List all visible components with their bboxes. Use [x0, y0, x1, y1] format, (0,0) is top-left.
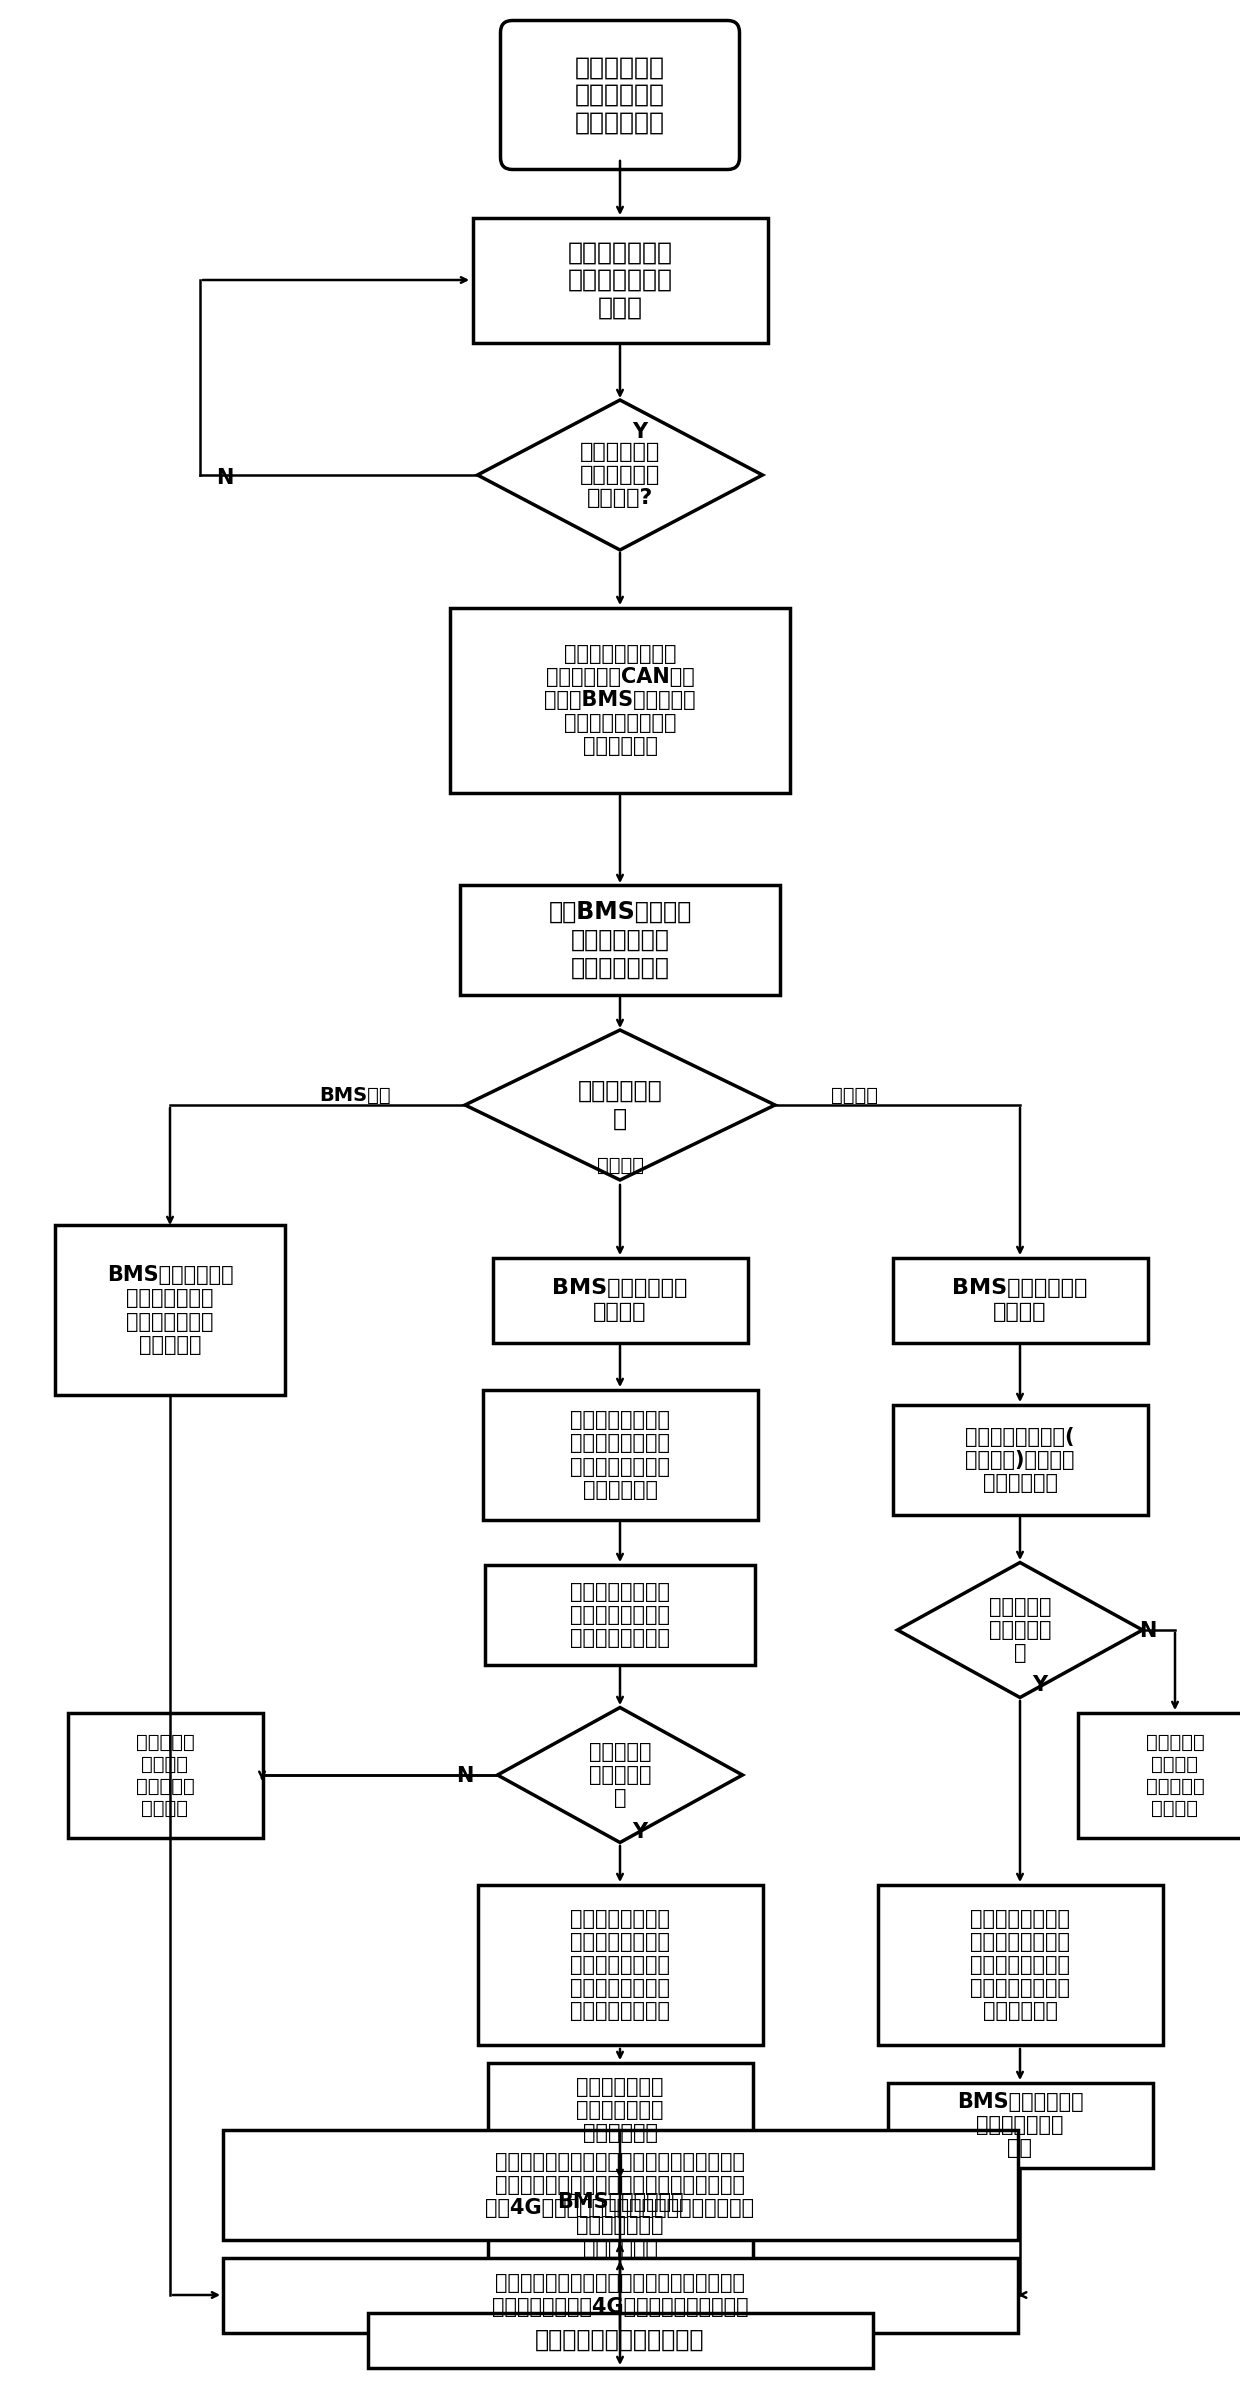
Text: 车辆BMS系统收到
充电站相关请求
后进行信息处理: 车辆BMS系统收到 充电站相关请求 后进行信息处理	[548, 901, 692, 980]
Bar	[487, 2179, 753, 2270]
Bar	[482, 1390, 758, 1521]
Bar	[367, 2312, 873, 2367]
Bar	[67, 1712, 263, 1838]
Bar	[222, 2258, 1018, 2332]
Text: 个模块报据请求报
文内容将自身基本
信息、当前状态信
息或故障信息发送
到本模块所在网络: 个模块报据请求报 文内容将自身基本 信息、当前状态信 息或故障信息发送 到本模块…	[570, 1910, 670, 2022]
Bar	[878, 1886, 1163, 2045]
Text: Y: Y	[1032, 1676, 1047, 1695]
Text: N: N	[216, 467, 233, 489]
Text: 报文范围是
否涉及本模
块: 报文范围是 否涉及本模 块	[589, 1743, 651, 1807]
Text: 报文范围是
否涉及本模
块: 报文范围是 否涉及本模 块	[988, 1597, 1052, 1664]
Text: 动力子网所有模块(
包括网关)各自进行
请求报文处理: 动力子网所有模块( 包括网关)各自进行 请求报文处理	[965, 1426, 1075, 1492]
Text: BMS系统: BMS系统	[319, 1085, 391, 1104]
Bar	[893, 1404, 1147, 1514]
FancyBboxPatch shape	[501, 21, 739, 169]
Bar	[55, 1225, 285, 1395]
Polygon shape	[898, 1562, 1142, 1697]
Text: Y: Y	[632, 1821, 647, 1843]
Text: BMS将自身基本信
息、当前状态信
息或故障信息发
送给充电站: BMS将自身基本信 息、当前状态信 息或故障信息发 送给充电站	[107, 1266, 233, 1354]
Text: Y: Y	[632, 422, 647, 441]
Text: N: N	[1140, 1621, 1157, 1640]
Text: 与车辆的通讯
网络不范和或
充电故障?: 与车辆的通讯 网络不范和或 充电故障?	[580, 441, 660, 508]
Text: 充电站与车辆进
行通讯连接并正
常充电: 充电站与车辆进 行通讯连接并正 常充电	[568, 241, 672, 319]
Text: BMS将报文转发到
动力子网: BMS将报文转发到 动力子网	[552, 1278, 688, 1321]
Text: 充电站通过充
电接口连接到
被充电的车辆: 充电站通过充 电接口连接到 被充电的车辆	[575, 55, 665, 136]
Bar	[1078, 1712, 1240, 1838]
Bar	[460, 884, 780, 994]
Text: 充电站将车辆各模块信息进行收集整理组合后
通过以太网、无线4G网络等发送给监控中心: 充电站将车辆各模块信息进行收集整理组合后 通过以太网、无线4G网络等发送给监控中…	[492, 2274, 748, 2317]
Text: 各个模块对
不涉及本
模块的报文
直接忽略: 各个模块对 不涉及本 模块的报文 直接忽略	[1146, 1733, 1204, 1817]
Text: BMS将各模块回发
的信息转发给充
电站: BMS将各模块回发 的信息转发给充 电站	[957, 2091, 1084, 2158]
Polygon shape	[497, 1707, 743, 1843]
Bar	[487, 2062, 753, 2158]
Text: 网关处于动力子网
的网络收到信息后
进行转化并转发到
其他目标子网: 网关处于动力子网 的网络收到信息后 进行转化并转发到 其他目标子网	[570, 1411, 670, 1500]
Bar	[472, 217, 768, 343]
Bar	[477, 1886, 763, 2045]
Text: BMS将网关转发都
动力子网的信息
转发给充电站: BMS将网关转发都 动力子网的信息 转发给充电站	[557, 2191, 683, 2258]
Text: 其他子网: 其他子网	[596, 1156, 644, 1175]
Polygon shape	[465, 1030, 775, 1180]
Text: 个模块报据请求报
文内容将自身基本
信息、当前状态信
息或故障信息发送
到动力子网上: 个模块报据请求报 文内容将自身基本 信息、当前状态信 息或故障信息发送 到动力子…	[970, 1910, 1070, 2022]
Text: 网关将这些子网
的信息接收后发
送到动力子网: 网关将这些子网 的信息接收后发 送到动力子网	[577, 2076, 663, 2143]
Text: 充电站根据车辆故障
诊断协议通过CAN网络
与车辆BMS进行通讯，
进行车辆故障诊断和
车辆信息获取: 充电站根据车辆故障 诊断协议通过CAN网络 与车辆BMS进行通讯， 进行车辆故障…	[544, 644, 696, 756]
Text: 监控中心将车辆信息整合后存如数据库，并进
行数据分析监控等工作，如发现车辆有异常这
通过4G网络等无线通讯将信息发送给责任司机: 监控中心将车辆信息整合后存如数据库，并进 行数据分析监控等工作，如发现车辆有异常…	[485, 2153, 755, 2217]
Text: 请求报文范围
？: 请求报文范围 ？	[578, 1080, 662, 1130]
Text: BMS将报文转发到
动力子网: BMS将报文转发到 动力子网	[952, 1278, 1087, 1321]
Text: 动力子网: 动力子网	[832, 1085, 878, 1104]
Bar	[222, 2129, 1018, 2241]
Text: 一次车辆信息采集处理结束: 一次车辆信息采集处理结束	[536, 2329, 704, 2353]
Text: 各个模块对
不涉及本
模块的报文
直接忽略: 各个模块对 不涉及本 模块的报文 直接忽略	[135, 1733, 195, 1817]
Text: N: N	[456, 1767, 474, 1786]
Polygon shape	[477, 401, 763, 551]
Bar	[485, 1564, 755, 1664]
Text: 目标子网所有模块
收到信息后各自对
请求报文进行处理: 目标子网所有模块 收到信息后各自对 请求报文进行处理	[570, 1583, 670, 1647]
Bar	[893, 1256, 1147, 1342]
Bar	[492, 1256, 748, 1342]
Bar	[450, 608, 790, 791]
Bar	[888, 2084, 1152, 2167]
